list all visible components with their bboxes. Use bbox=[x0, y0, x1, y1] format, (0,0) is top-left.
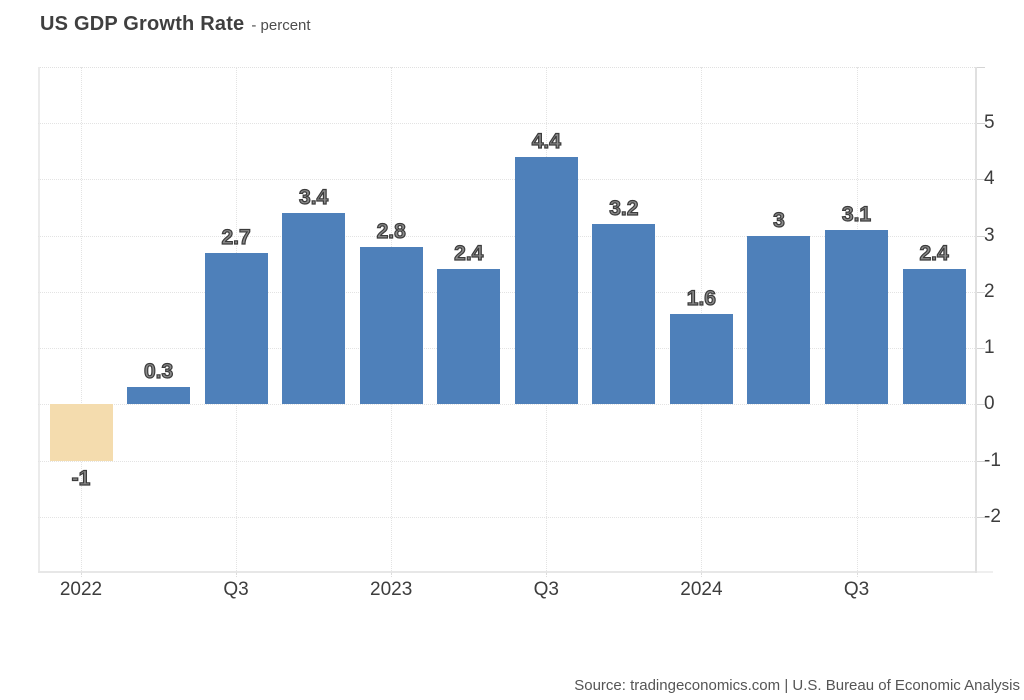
x-axis-tick bbox=[701, 573, 703, 577]
bar-value-label: 3.2 bbox=[609, 197, 639, 221]
bar[interactable] bbox=[592, 224, 656, 405]
y-axis-tick bbox=[977, 179, 985, 181]
h-gridline bbox=[38, 179, 977, 181]
plot-area: -2 -1 0 1 2 3 4 5 2022 Q3 2023 Q3 2024 Q3 -1 0.3 2.7 3.4 2… bbox=[38, 67, 1001, 600]
bar-value-label: 3.1 bbox=[841, 202, 872, 227]
x-tick-label: Q3 bbox=[843, 579, 870, 600]
bar[interactable] bbox=[49, 404, 113, 461]
source-attribution: Source: tradingeconomics.com | U.S. Bure… bbox=[574, 677, 1020, 694]
y-axis-tick bbox=[977, 67, 985, 68]
bar[interactable] bbox=[204, 252, 268, 405]
y-tick-label: 5 bbox=[984, 112, 995, 134]
y-axis-tick bbox=[977, 291, 985, 293]
chart-header: US GDP Growth Rate - percent bbox=[40, 13, 311, 36]
x-axis-end-tick bbox=[977, 571, 993, 573]
bar[interactable] bbox=[514, 156, 578, 405]
x-axis-tick bbox=[236, 573, 238, 577]
y-axis-tick bbox=[977, 404, 985, 406]
bar[interactable] bbox=[127, 387, 191, 405]
y-tick-label: 1 bbox=[984, 337, 995, 359]
bar-value-label: 2.4 bbox=[454, 242, 484, 266]
plot-left-border bbox=[38, 67, 40, 573]
h-gridline bbox=[38, 235, 977, 237]
bar-value-label: 2.7 bbox=[221, 225, 251, 249]
bar-value-label: -1 bbox=[71, 466, 91, 490]
y-axis-tick bbox=[977, 516, 985, 518]
bar-value-label: 3 bbox=[772, 208, 785, 232]
x-axis-line bbox=[38, 571, 977, 573]
plot-top-border bbox=[38, 67, 977, 68]
h-gridline bbox=[38, 404, 977, 406]
bar-value-label: 2.4 bbox=[919, 242, 949, 266]
y-tick-label: -2 bbox=[984, 505, 1001, 527]
y-tick-label: -1 bbox=[984, 449, 1001, 471]
bar[interactable] bbox=[282, 213, 346, 405]
bar-value-label: 3.4 bbox=[298, 186, 329, 210]
bar-value-label: 2.8 bbox=[376, 219, 406, 243]
chart-title: US GDP Growth Rate bbox=[40, 13, 245, 35]
y-tick-label: 3 bbox=[984, 224, 995, 246]
x-axis-tick bbox=[856, 573, 858, 577]
bar-value-label: 0.3 bbox=[143, 360, 174, 384]
bar-value-label: 1.6 bbox=[686, 287, 716, 311]
h-gridline bbox=[38, 123, 977, 125]
y-axis-tick bbox=[977, 235, 985, 237]
y-axis-line bbox=[975, 67, 977, 573]
y-axis-tick bbox=[977, 123, 985, 125]
bar-value-label: 4.4 bbox=[531, 129, 561, 153]
x-axis-tick bbox=[391, 573, 393, 577]
x-tick-label: 2024 bbox=[680, 579, 723, 600]
v-gridline bbox=[81, 67, 82, 573]
h-gridline bbox=[38, 291, 977, 293]
bar[interactable] bbox=[669, 314, 733, 405]
bar[interactable] bbox=[437, 269, 501, 405]
x-axis-tick bbox=[81, 573, 82, 577]
x-tick-label: 2023 bbox=[370, 579, 413, 600]
x-axis-tick bbox=[546, 573, 548, 577]
y-tick-label: 4 bbox=[984, 168, 995, 190]
bar[interactable] bbox=[747, 235, 811, 405]
bar[interactable] bbox=[825, 230, 888, 405]
x-tick-label: Q3 bbox=[223, 579, 249, 600]
y-tick-label: 2 bbox=[984, 280, 995, 302]
y-tick-label: 0 bbox=[984, 393, 995, 415]
chart-subtitle: - percent bbox=[251, 17, 311, 34]
bar[interactable] bbox=[359, 246, 423, 405]
h-gridline bbox=[38, 516, 977, 518]
h-gridline bbox=[38, 460, 977, 462]
x-tick-label: Q3 bbox=[533, 579, 559, 600]
y-axis-tick bbox=[977, 460, 985, 462]
bar[interactable] bbox=[902, 269, 966, 405]
h-gridline bbox=[38, 348, 977, 350]
x-tick-label: 2022 bbox=[59, 579, 103, 600]
y-axis-tick bbox=[977, 348, 985, 350]
